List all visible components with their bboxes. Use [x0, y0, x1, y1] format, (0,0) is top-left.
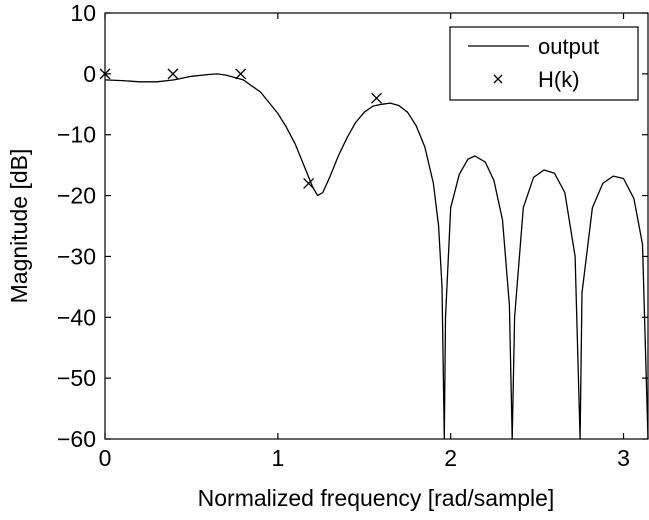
legend-label-hk: H(k) [538, 67, 580, 92]
y-tick-label: 10 [70, 0, 96, 26]
hk-marker [303, 177, 315, 189]
plot-layer [99, 68, 649, 440]
series-output-line [104, 73, 649, 440]
legend-label-output: output [538, 34, 599, 59]
y-tick-label: −30 [57, 243, 96, 269]
x-tick-label: 1 [271, 445, 284, 471]
legend: output H(k) [449, 26, 639, 101]
hk-marker [99, 68, 111, 80]
hk-marker-stroke [235, 68, 247, 80]
x-axis-label: Normalized frequency [rad/sample] [198, 485, 555, 511]
y-axis-label: Magnitude [dB] [6, 149, 32, 304]
x-tick-label: 2 [444, 445, 457, 471]
y-tick-label: −60 [57, 426, 96, 452]
y-tick-label: −20 [57, 183, 96, 209]
y-tick-label: −50 [57, 365, 96, 391]
hk-marker [167, 68, 179, 80]
y-tick-label: −10 [57, 122, 96, 148]
hk-marker-stroke [99, 68, 111, 80]
hk-marker [235, 68, 247, 80]
hk-marker-stroke [167, 68, 179, 80]
y-tick-label: −40 [57, 304, 96, 330]
hk-marker [371, 92, 382, 104]
axis-ticks [104, 12, 648, 440]
y-tick-label: 0 [83, 61, 96, 87]
hk-marker-stroke [371, 92, 382, 104]
legend-x-marker [493, 74, 503, 84]
hk-marker-stroke [303, 177, 315, 189]
tick-labels: 0 1 2 3 10 0 −10 −20 −30 −40 −50 −60 [57, 0, 630, 471]
legend-box [449, 26, 639, 101]
x-tick-label: 0 [99, 445, 112, 471]
x-tick-label: 3 [617, 445, 630, 471]
